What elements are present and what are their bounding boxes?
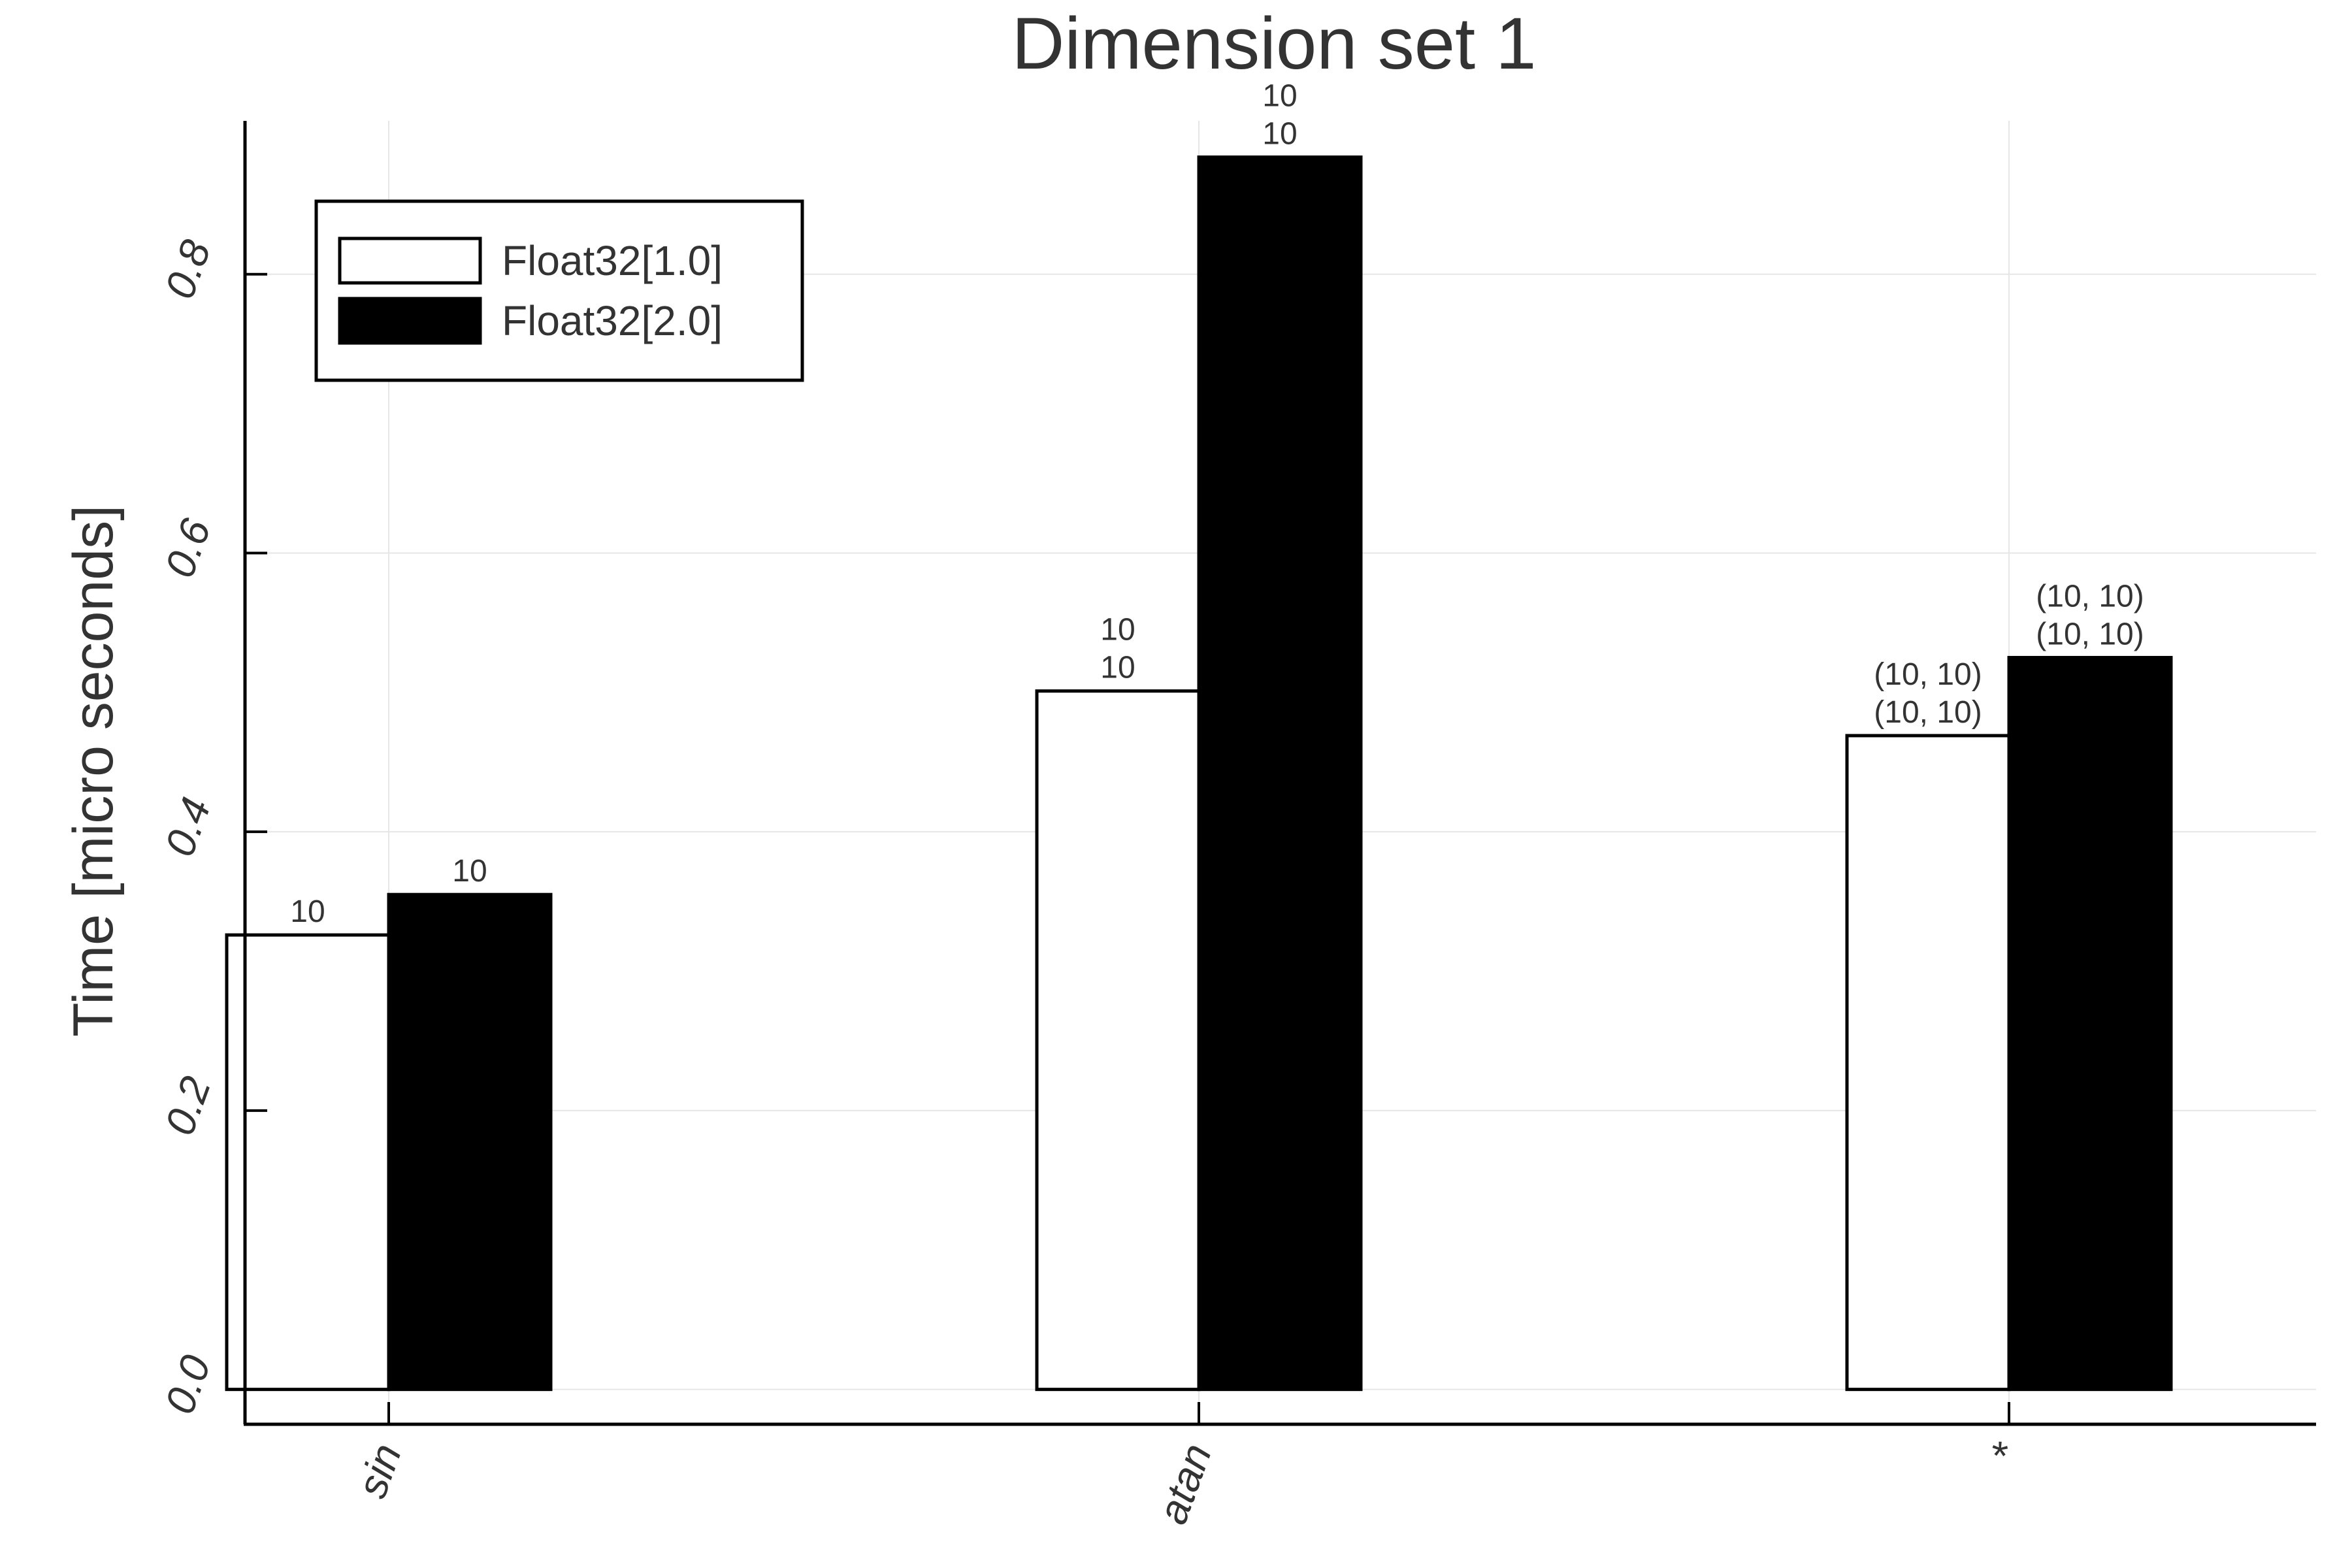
x-tick-label-0: sin: [348, 1437, 411, 1504]
data-label-atan-2-2: 10: [1262, 116, 1297, 151]
data-label-*-1-1: (10, 10): [1874, 657, 1982, 692]
y-tick-label-2: 0.4: [155, 792, 220, 862]
data-label-atan-1-1: 10: [1100, 613, 1135, 647]
data-label-atan-2-1: 10: [1262, 78, 1297, 113]
legend-swatch-2: [338, 297, 482, 345]
bar-*-2: [2007, 655, 2173, 1392]
bar-sin-1: [225, 933, 391, 1392]
legend-label-2: Float32[2.0]: [502, 297, 723, 344]
y-tick-label-4: 0.8: [155, 234, 220, 305]
y-axis-label: Time [micro seconds]: [62, 505, 125, 1037]
data-label-*-2-2: (10, 10): [2036, 617, 2144, 651]
data-label-sin-1-1: 10: [290, 894, 325, 929]
x-tick-label-2: *: [1981, 1436, 2031, 1469]
axes-layer: 0.0 0.2 0.4 0.6 0.8 sin atan *: [155, 121, 2316, 1530]
y-tick-label-0: 0.0: [155, 1349, 220, 1420]
data-label-sin-2-1: 10: [452, 854, 487, 889]
y-tick-label-1: 0.2: [155, 1070, 220, 1141]
y-tick-label-3: 0.6: [155, 512, 220, 583]
legend: Float32[1.0] Float32[2.0]: [314, 199, 804, 382]
data-label-*-2-1: (10, 10): [2036, 579, 2144, 613]
data-label-*-1-2: (10, 10): [1874, 695, 1982, 730]
legend-box: [314, 199, 804, 382]
bar-atan-2: [1197, 155, 1363, 1392]
bars-layer: [225, 155, 2173, 1392]
bar-sin-2: [387, 892, 553, 1392]
data-label-atan-1-2: 10: [1100, 651, 1135, 685]
legend-label-1: Float32[1.0]: [502, 237, 723, 284]
x-tick-label-1: atan: [1149, 1437, 1220, 1530]
chart-title: Dimension set 1: [1011, 3, 1536, 84]
bar-*-1: [1845, 734, 2011, 1392]
legend-swatch-1: [338, 237, 482, 285]
bar-atan-1: [1035, 689, 1201, 1392]
